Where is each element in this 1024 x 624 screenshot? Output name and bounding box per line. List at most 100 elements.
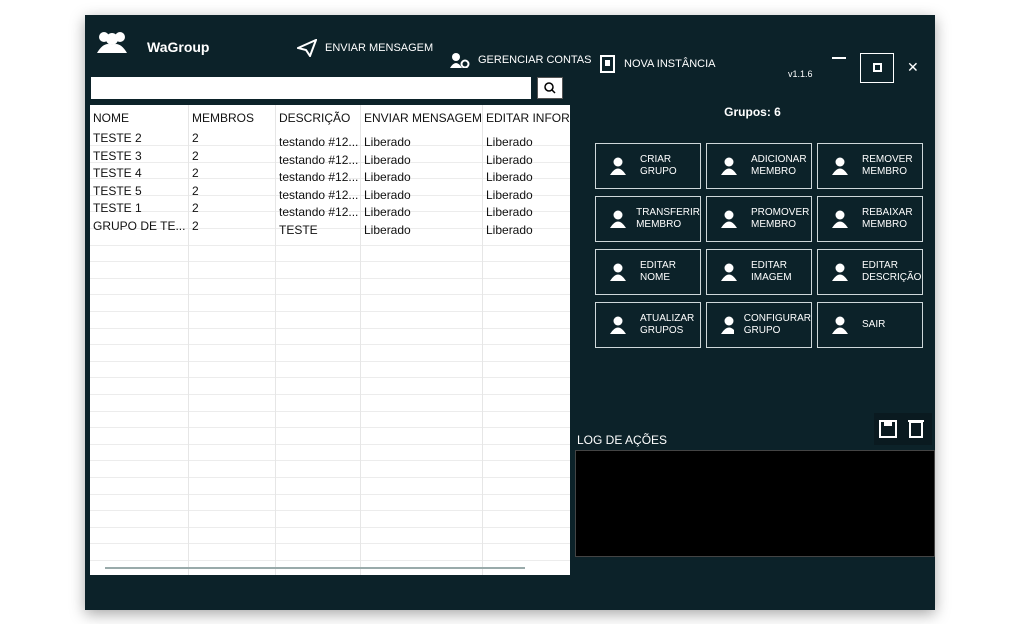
column-divider — [482, 105, 483, 575]
button-label-line: ADICIONAR — [751, 154, 807, 165]
close-button[interactable]: ✕ — [907, 59, 919, 75]
nav-item[interactable]: NOVA INSTÂNCIA — [600, 55, 715, 73]
action-button[interactable]: EDITAR NOME — [595, 249, 701, 295]
button-label-line: MEMBRO — [751, 219, 796, 230]
table-cell: 2 — [192, 148, 199, 163]
app-icon — [97, 32, 127, 53]
button-label-line: MEMBRO — [636, 219, 682, 230]
row-line — [90, 344, 570, 346]
table-cell: Liberado — [364, 170, 411, 184]
table-cell: Liberado — [364, 135, 411, 149]
app-window: WaGroup ENVIAR MENSAGEM GERENCIAR CONTAS… — [85, 15, 935, 610]
row-line — [90, 510, 570, 512]
table-cell: TESTE 2 — [93, 131, 142, 145]
table-cell: Liberado — [486, 170, 533, 184]
nav-item[interactable]: GERENCIAR CONTAS — [450, 52, 591, 68]
action-button[interactable]: TRANSFERIR MEMBRO — [595, 196, 701, 242]
table-cell: 2 — [192, 183, 199, 198]
maximize-button[interactable] — [860, 53, 894, 83]
table-cell: testando #12... — [279, 187, 359, 202]
button-label-line: EDITAR — [640, 260, 676, 271]
nav-label: ENVIAR MENSAGEM — [325, 42, 434, 54]
nav-label: NOVA INSTÂNCIA — [624, 58, 716, 70]
action-button[interactable]: REMOVER MEMBRO — [817, 143, 923, 189]
button-label: ATUALIZAR GRUPOS — [640, 313, 694, 337]
button-label: ADICIONAR MEMBRO — [751, 154, 807, 178]
button-label-line: GRUPO — [743, 325, 781, 336]
table-cell: Liberado — [486, 152, 533, 167]
action-button[interactable]: PROMOVER MEMBRO — [706, 196, 812, 242]
minimize-button[interactable] — [832, 57, 846, 59]
row-line — [90, 360, 570, 362]
table-cell: testando #12... — [279, 170, 359, 184]
action-button[interactable]: EDITAR DESCRIÇÃO — [817, 249, 923, 295]
row-line — [90, 394, 570, 395]
row-line — [90, 460, 570, 462]
table-cell: Liberado — [364, 152, 411, 167]
row-line — [90, 443, 570, 445]
groups-table: NOME MEMBROS DESCRIÇÃO ENVIAR MENSAGEM EDITA… — [90, 105, 570, 575]
button-label-line: REMOVER — [862, 154, 913, 165]
column-header: MEMBROS — [192, 111, 255, 125]
table-cell: GRUPO DE TE... — [93, 218, 186, 233]
button-label: EDITAR NOME — [640, 260, 676, 284]
button-label-line: CONFIGURAR — [743, 313, 811, 324]
row-line — [90, 194, 570, 196]
row-line — [90, 526, 570, 528]
button-label: SAIR — [862, 319, 885, 331]
row-line — [90, 560, 570, 561]
button-label-line: SAIR — [862, 319, 886, 330]
table-cell: TESTE 5 — [93, 183, 142, 198]
log-title: LOG DE AÇÕES — [577, 433, 668, 447]
row-line — [90, 145, 570, 146]
button-label-line: GRUPOS — [640, 325, 684, 336]
column-divider — [360, 105, 361, 575]
row-line — [90, 261, 570, 263]
row-line — [90, 161, 570, 163]
table-cell: Liberado — [364, 205, 411, 219]
button-label-line: MEMBRO — [862, 166, 907, 177]
action-button[interactable]: SAIR — [817, 302, 923, 348]
table-cell: TESTE — [279, 222, 318, 237]
log-tools — [874, 413, 932, 445]
row-line — [90, 211, 570, 213]
row-line — [90, 294, 570, 296]
action-button[interactable]: CRIAR GRUPO — [595, 143, 701, 189]
column-divider — [188, 105, 189, 575]
scrollbar — [105, 567, 525, 569]
search-input[interactable] — [91, 77, 531, 99]
button-label-line: PROMOVER — [751, 207, 810, 218]
nav-label: GERENCIAR CONTAS — [478, 54, 592, 66]
button-label-line: MEMBRO — [751, 166, 796, 177]
row-line — [90, 410, 570, 412]
button-label-line: TRANSFERIR — [636, 207, 700, 218]
action-button[interactable]: ADICIONAR MEMBRO — [706, 143, 812, 189]
table-cell: testando #12... — [279, 135, 359, 149]
table-cell: 2 — [192, 201, 199, 215]
action-button[interactable]: EDITAR IMAGEM — [706, 249, 812, 295]
button-label: REMOVER MEMBRO — [862, 154, 913, 178]
action-button[interactable]: CONFIGURAR GRUPO — [706, 302, 812, 348]
search-button[interactable] — [537, 77, 563, 99]
button-label-line: MEMBRO — [862, 219, 907, 230]
button-label: EDITAR DESCRIÇÃO — [862, 260, 921, 284]
button-label: CONFIGURAR GRUPO — [744, 313, 811, 337]
table-cell: 2 — [192, 166, 199, 180]
nav-item[interactable]: ENVIAR MENSAGEM — [297, 39, 433, 57]
button-label-line: ATUALIZAR — [640, 313, 695, 324]
row-line — [90, 543, 570, 545]
row-line — [90, 427, 570, 429]
button-label-line: GRUPO — [640, 166, 677, 177]
table-cell: Liberado — [364, 222, 411, 237]
button-label: EDITAR IMAGEM — [751, 260, 792, 284]
action-button[interactable]: ATUALIZAR GRUPOS — [595, 302, 701, 348]
button-label-line: DESCRIÇÃO — [862, 272, 922, 283]
action-button[interactable]: REBAIXAR MEMBRO — [817, 196, 923, 242]
row-line — [90, 377, 570, 379]
row-line — [90, 493, 570, 495]
button-label-line: NOME — [640, 272, 670, 283]
button-label: PROMOVER MEMBRO — [751, 207, 809, 231]
table-cell: Liberado — [486, 187, 533, 202]
table-cell: TESTE 4 — [93, 166, 142, 180]
